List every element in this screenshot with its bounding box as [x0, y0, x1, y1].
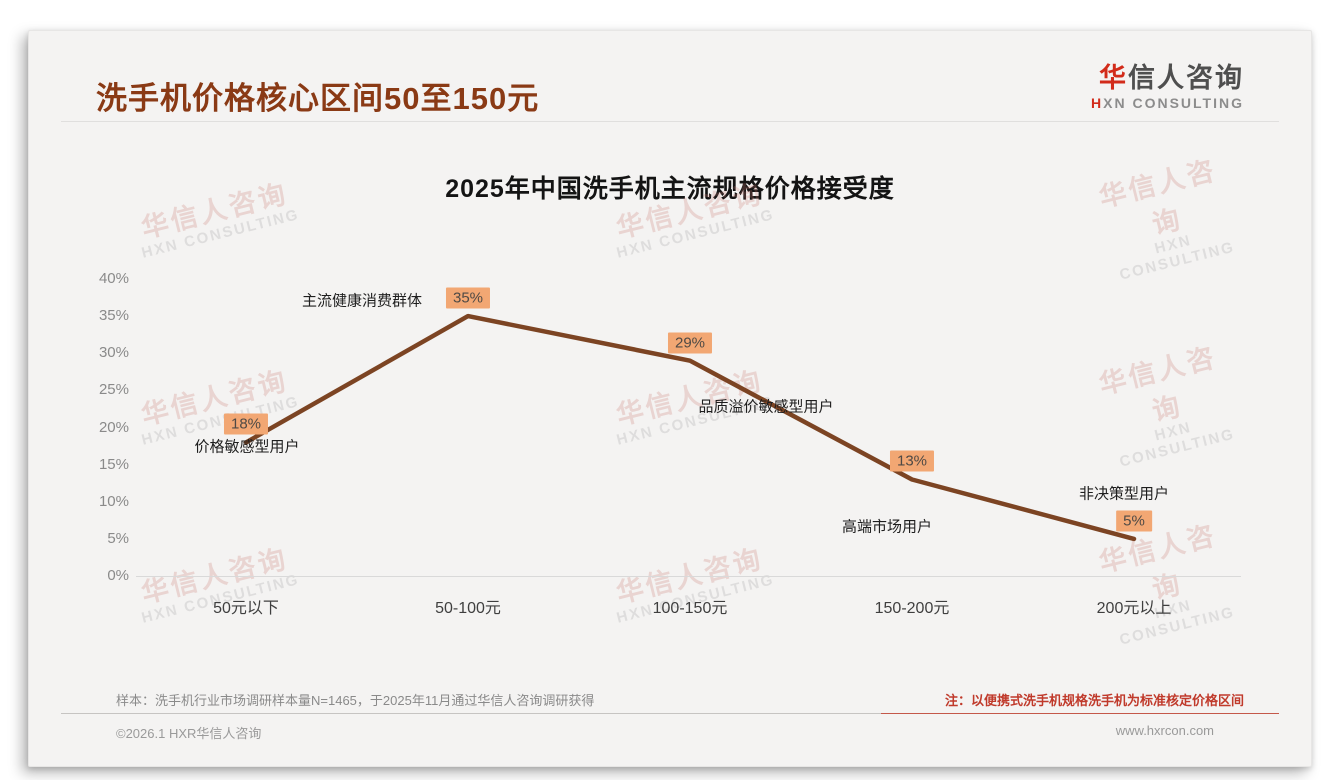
data-point-value: 29%	[667, 332, 713, 354]
price-basis-note: 注：以便携式洗手机规格洗手机为标准核定价格区间	[944, 693, 1244, 708]
data-point-value: 5%	[1116, 510, 1152, 532]
point-annotation: 价格敏感型用户	[194, 438, 300, 456]
x-axis-baseline	[136, 576, 1241, 577]
y-tick-label: 15%	[98, 455, 129, 473]
company-logo: 华信人咨询 HXN CONSULTING	[1091, 61, 1244, 112]
x-tick-label: 100-150元	[652, 600, 728, 617]
y-tick-label: 0%	[107, 567, 129, 584]
x-tick-label: 50-100元	[435, 600, 501, 617]
data-point-value: 35%	[445, 287, 491, 309]
y-tick-label: 40%	[98, 270, 129, 287]
chart-title: 2025年中国洗手机主流规格价格接受度	[445, 175, 895, 203]
y-tick-label: 20%	[98, 418, 129, 436]
watermark-chinese: 华信人咨询	[138, 365, 292, 431]
sample-note: 样本：洗手机行业市场调研样本量N=1465，于2025年11月通过华信人咨询调研…	[116, 693, 595, 708]
x-tick-label: 50元以下	[213, 600, 279, 617]
point-annotation: 主流健康消费群体	[301, 292, 423, 310]
y-tick-label: 10%	[98, 492, 129, 510]
watermark-english: HXN CONSULTING	[1117, 231, 1237, 284]
y-tick-label: 30%	[98, 344, 129, 362]
brand-watermark: 华信人咨询 HXN CONSULTING	[1082, 510, 1249, 652]
footer-divider-gray	[61, 713, 881, 714]
line-chart	[243, 313, 1137, 542]
website-url: www.hxrcon.com	[1115, 723, 1214, 738]
brand-watermark: 华信人咨询 HXN CONSULTING	[1082, 145, 1249, 287]
x-tick-label: 150-200元	[874, 600, 950, 617]
data-point-value: 13%	[889, 450, 935, 472]
point-annotation: 高端市场用户	[841, 518, 933, 536]
logo-chinese-name: 华信人咨询	[1099, 63, 1244, 93]
x-tick-label: 200元以上	[1096, 600, 1172, 617]
y-tick-label: 25%	[98, 381, 129, 399]
logo-english-name: HXN CONSULTING	[1091, 95, 1244, 111]
footer-divider-red	[881, 713, 1279, 714]
brand-watermark: 华信人咨询 HXN CONSULTING	[1082, 332, 1249, 474]
copyright-text: ©2026.1 HXR华信人咨询	[116, 726, 262, 741]
report-slide: 洗手机价格核心区间50至150元 华信人咨询 HXN CONSULTING 20…	[28, 30, 1312, 767]
watermark-english: HXN CONSULTING	[139, 206, 302, 262]
y-tick-label: 5%	[107, 529, 129, 547]
header-divider	[61, 121, 1279, 122]
data-point-value: 18%	[223, 413, 269, 435]
watermark-english: HXN CONSULTING	[1117, 418, 1237, 471]
watermark-chinese: 华信人咨询	[1096, 341, 1220, 428]
page-title: 洗手机价格核心区间50至150元	[96, 81, 540, 116]
point-annotation: 非决策型用户	[1078, 485, 1170, 503]
watermark-english: HXN CONSULTING	[614, 206, 777, 262]
y-tick-label: 35%	[98, 307, 129, 325]
point-annotation: 品质溢价敏感型用户	[698, 398, 834, 416]
